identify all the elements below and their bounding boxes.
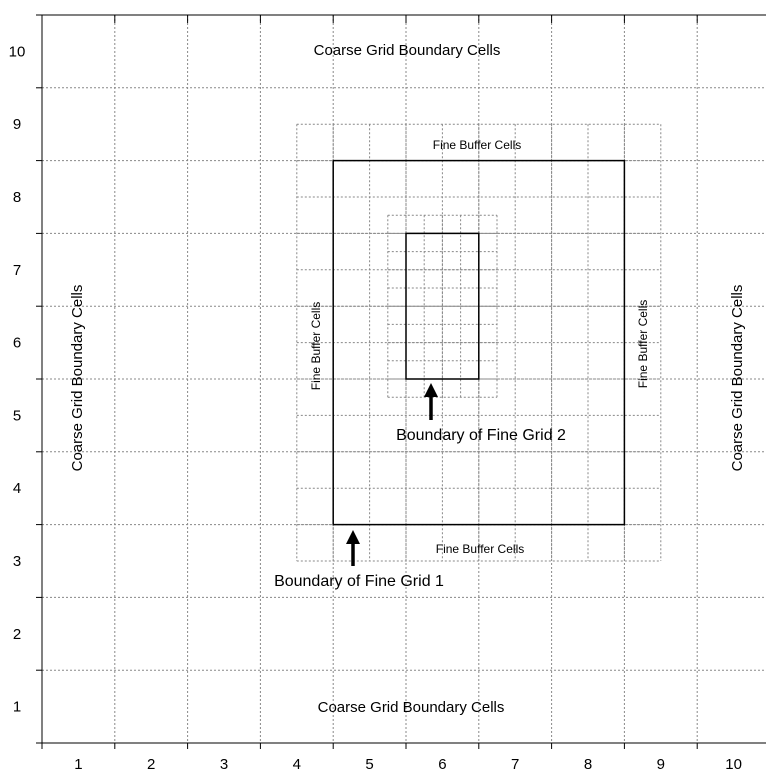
- fine-buffer-label-left: Fine Buffer Cells: [309, 302, 323, 390]
- fine-grid-2-arrow: [424, 383, 438, 420]
- x-tick-label: 4: [293, 756, 301, 773]
- x-tick-labels: 1 2 3 4 5 6 7 8 9 10: [74, 756, 742, 773]
- y-tick-labels: 1 2 3 4 5 6 7 8 9 10: [9, 43, 26, 715]
- y-tick-label: 3: [13, 553, 21, 570]
- x-tick-label: 9: [657, 756, 665, 773]
- y-tick-label: 2: [13, 626, 21, 643]
- coarse-boundary-label-right: Coarse Grid Boundary Cells: [729, 285, 746, 472]
- x-tick-label: 8: [584, 756, 592, 773]
- coarse-boundary-label-left: Coarse Grid Boundary Cells: [69, 285, 86, 472]
- coarse-boundary-label-bottom: Coarse Grid Boundary Cells: [318, 699, 505, 716]
- fine-grid-2-boundary: [405, 232, 480, 380]
- y-tick-label: 10: [9, 43, 26, 60]
- fine-buffer-label-top: Fine Buffer Cells: [433, 138, 521, 152]
- y-tick-label: 8: [13, 189, 21, 206]
- x-tick-label: 5: [365, 756, 373, 773]
- y-tick-label: 1: [13, 699, 21, 716]
- y-tick-label: 7: [13, 262, 21, 279]
- x-tick-label: 6: [438, 756, 446, 773]
- x-tick-label: 3: [220, 756, 228, 773]
- fine-buffer-label-bottom: Fine Buffer Cells: [436, 542, 524, 556]
- x-tick-label: 7: [511, 756, 519, 773]
- x-tick-label: 1: [74, 756, 82, 773]
- x-tick-label: 10: [725, 756, 742, 773]
- axis-ticks: [36, 14, 698, 749]
- fine-grid-1-annotation: Boundary of Fine Grid 1: [274, 573, 444, 590]
- fine-grid-2-annotation: Boundary of Fine Grid 2: [396, 427, 566, 444]
- coarse-boundary-label-top: Coarse Grid Boundary Cells: [314, 42, 501, 59]
- fine-grid-1-boundary: [332, 159, 626, 526]
- x-tick-label: 2: [147, 756, 155, 773]
- fine-grid-1-arrow: [346, 530, 360, 566]
- y-tick-label: 4: [13, 480, 21, 497]
- y-tick-label: 5: [13, 407, 21, 424]
- fine-buffer-label-right: Fine Buffer Cells: [636, 300, 650, 388]
- y-tick-label: 6: [13, 335, 21, 352]
- y-tick-label: 9: [13, 116, 21, 133]
